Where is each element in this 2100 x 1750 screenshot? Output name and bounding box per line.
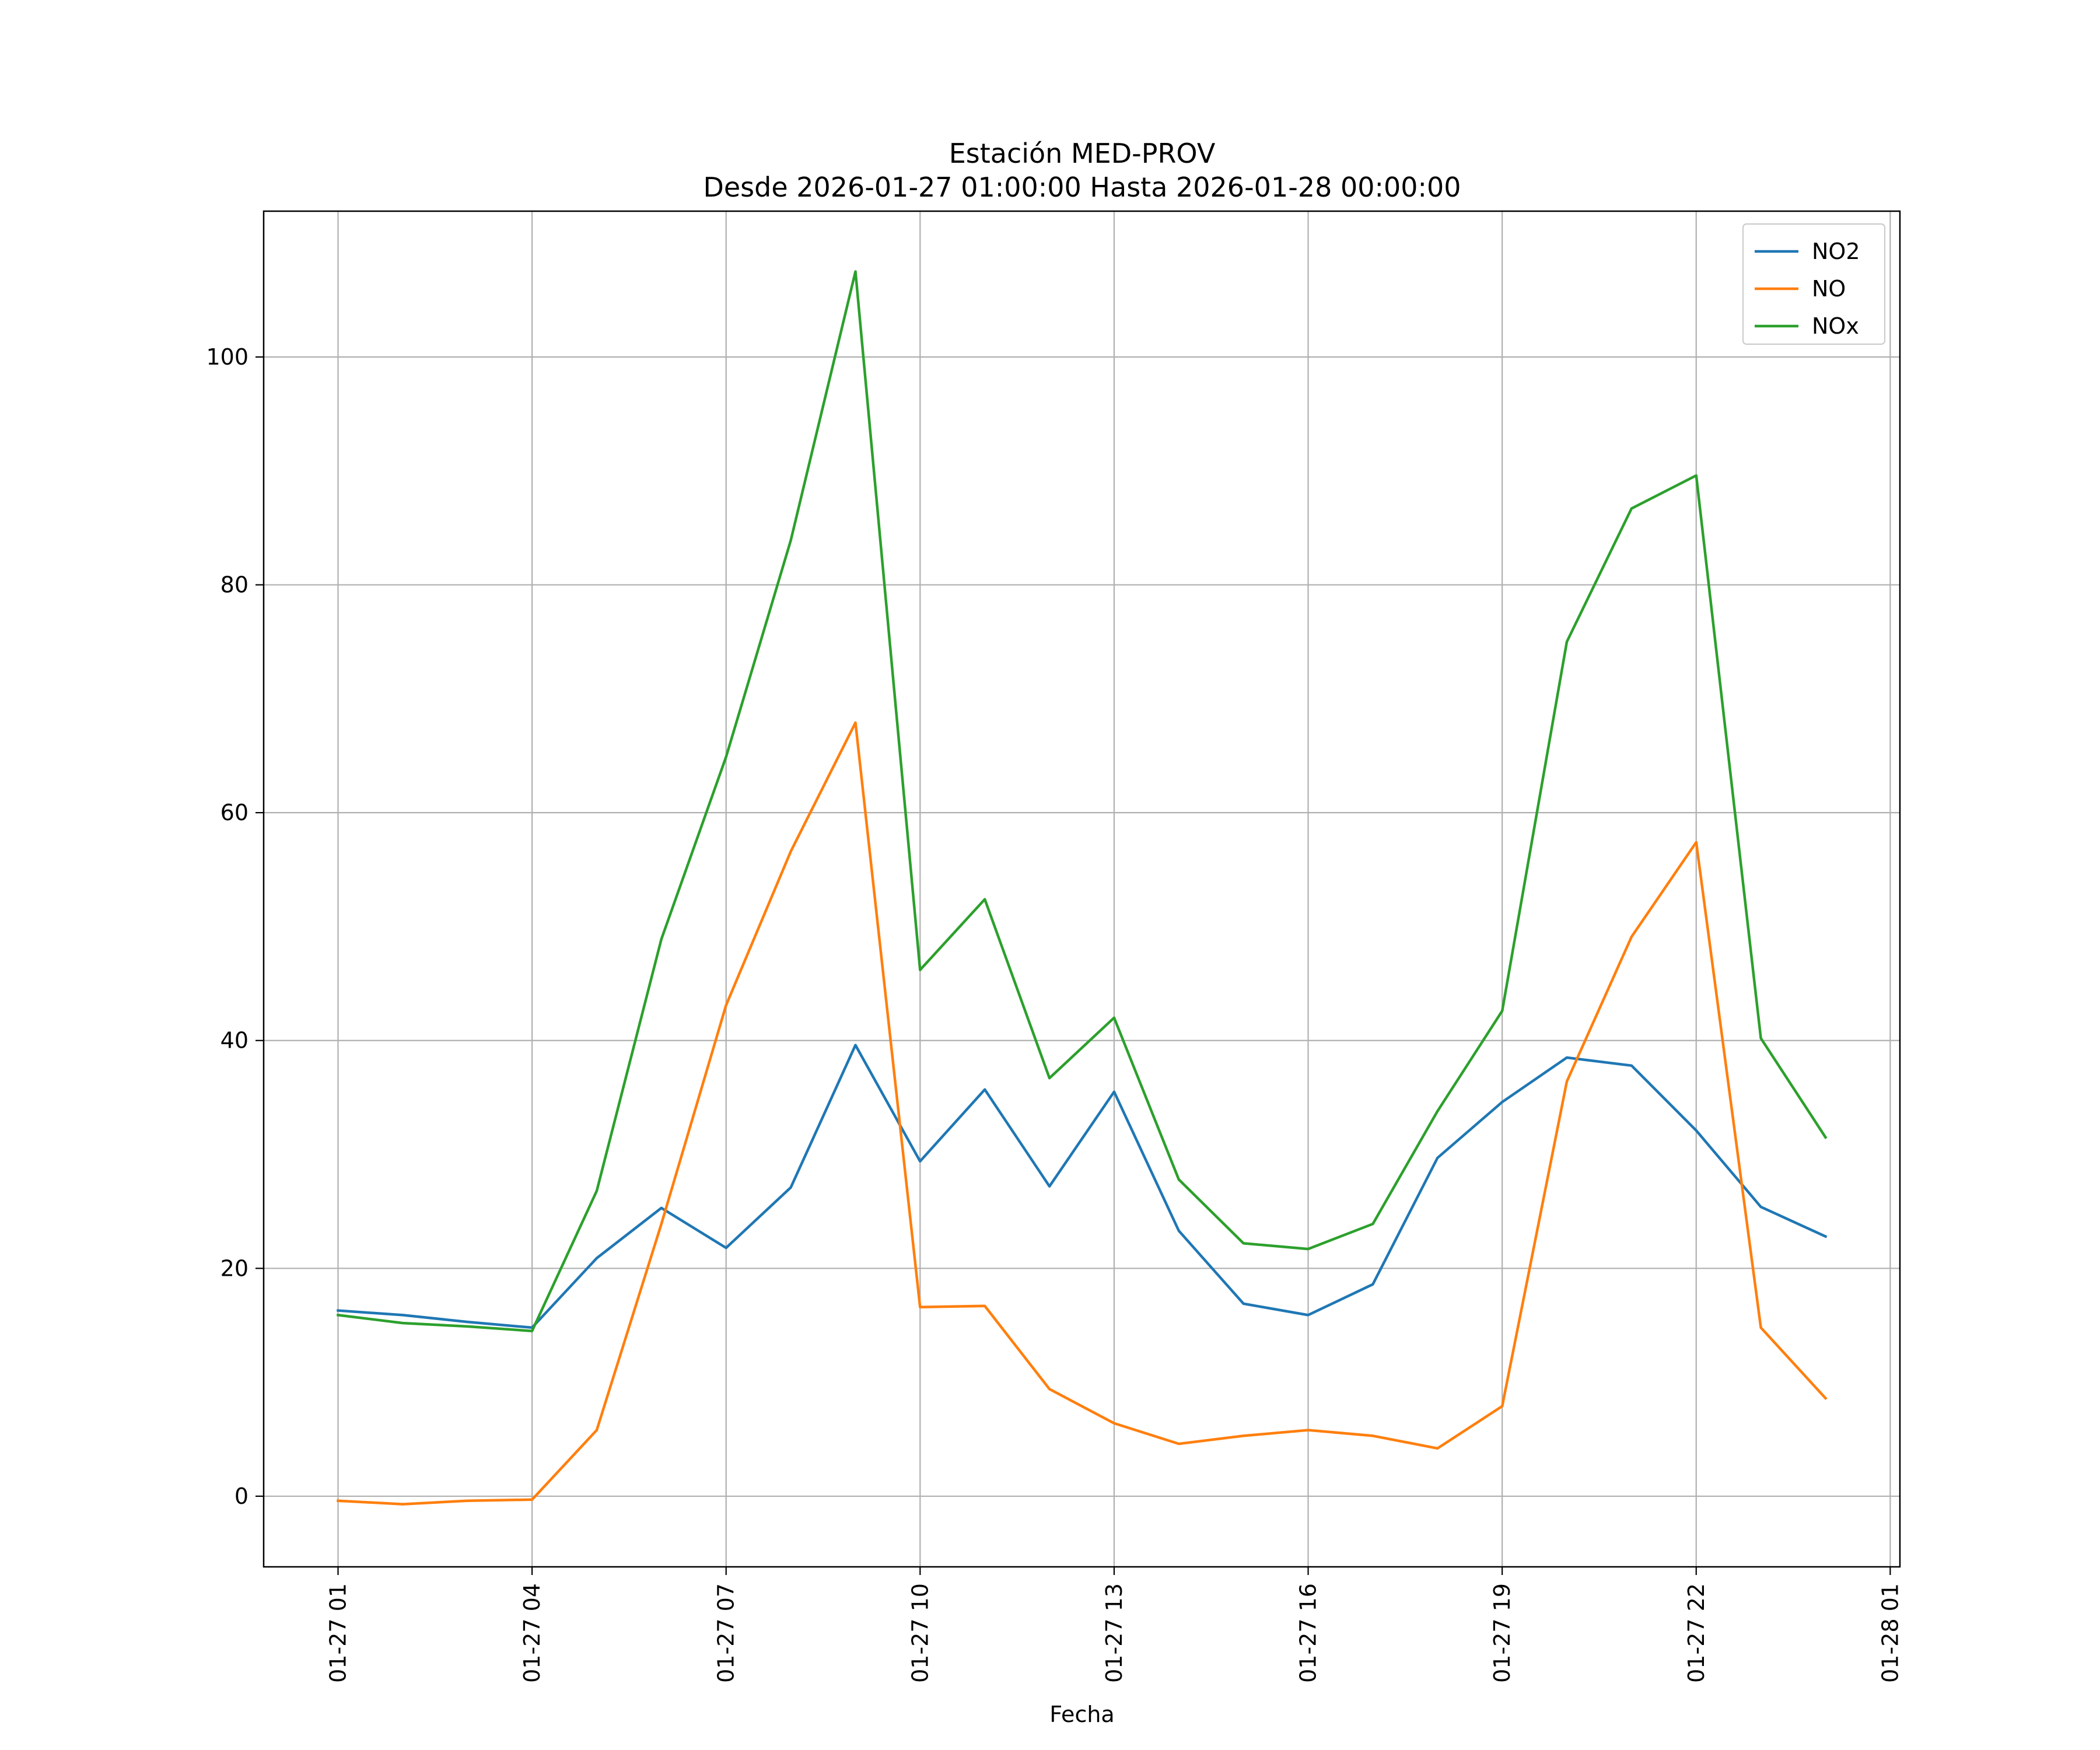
x-tick-label: 01-27 13 [1101, 1583, 1127, 1683]
y-tick-label: 0 [235, 1483, 249, 1509]
x-tick-label: 01-27 16 [1296, 1583, 1321, 1683]
x-tick-label: 01-27 19 [1489, 1583, 1515, 1683]
y-tick-label: 40 [220, 1028, 249, 1054]
series-line-nox [336, 270, 1828, 1332]
y-axis: 0 20 40 60 80 100 [206, 344, 264, 1509]
x-axis: 01-27 01 01-27 04 01-27 07 01-27 10 01-27 13… [326, 1567, 1903, 1683]
legend: NO2 NO NOx [1742, 223, 1886, 345]
x-tick-label: 01-27 07 [713, 1583, 739, 1683]
legend-label-no: NO [1812, 276, 1846, 302]
y-tick-label: 80 [220, 572, 249, 598]
y-tick-label: 60 [220, 800, 249, 825]
x-tick-label: 01-27 04 [519, 1583, 545, 1683]
plot-area [264, 211, 1900, 1567]
chart-title-line2: Desde 2026-01-27 01:00:00 Hasta 2026-01-… [703, 172, 1461, 203]
legend-label-nox: NOx [1812, 313, 1859, 339]
grid [264, 211, 1900, 1567]
x-tick-label: 01-28 01 [1877, 1583, 1903, 1683]
x-tick-label: 01-27 22 [1684, 1583, 1709, 1683]
y-tick-label: 20 [220, 1255, 249, 1281]
plot-frame [262, 210, 1901, 1568]
x-axis-label: Fecha [1049, 1702, 1114, 1727]
chart-title-line1: Estación MED-PROV [949, 138, 1216, 169]
y-tick-label: 100 [206, 344, 249, 370]
legend-box [1742, 223, 1886, 345]
x-tick-label: 01-27 10 [907, 1583, 933, 1683]
series-lines [336, 270, 1828, 1506]
legend-label-no2: NO2 [1812, 239, 1860, 264]
x-tick-label: 01-27 01 [326, 1583, 351, 1683]
series-line-no [337, 721, 1828, 1506]
